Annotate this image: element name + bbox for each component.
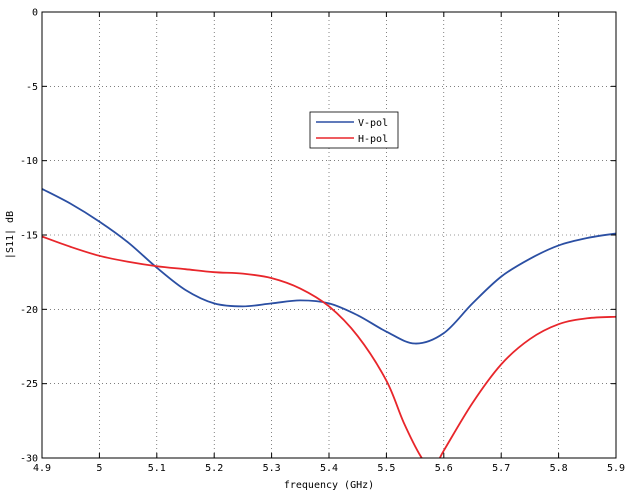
y-tick-label: 0 (32, 8, 38, 19)
y-tick-label: -10 (20, 156, 38, 167)
y-tick-label: -15 (20, 231, 38, 242)
y-tick-label: -5 (26, 82, 38, 93)
tick-labels: 4.9 5 5.1 5.2 5.3 5.4 5.5 5.6 5.7 5.8 5.9 0 -5 -10 -15… (20, 8, 625, 475)
x-tick-label: 5.3 (263, 463, 281, 474)
x-tick-label: 5.4 (320, 463, 338, 474)
legend-label-v-pol: V-pol (358, 118, 388, 129)
x-tick-label: 5.6 (435, 463, 453, 474)
x-tick-label: 5.2 (205, 463, 223, 474)
x-tick-label: 5.1 (148, 463, 166, 474)
y-axis-label: |S11| dB (5, 211, 16, 259)
series-layer (42, 188, 616, 458)
y-tick-label: -25 (20, 379, 38, 390)
x-tick-label: 5.5 (377, 463, 395, 474)
legend-box (309, 111, 399, 149)
x-tick-label: 5 (96, 463, 102, 474)
x-tick-label: 5.7 (492, 463, 510, 474)
legend: V-pol H-pol (309, 111, 399, 149)
series-line-v-pol (42, 188, 616, 345)
x-tick-label: 5.9 (607, 463, 625, 474)
x-tick-label: 4.9 (33, 463, 51, 474)
y-tick-label: -20 (20, 305, 38, 316)
y-tick-label: -30 (20, 454, 38, 465)
series-line-h-pol (42, 235, 616, 458)
x-tick-label: 5.8 (550, 463, 568, 474)
ticks (41, 11, 617, 459)
x-axis-label: frequency (GHz) (284, 480, 374, 491)
legend-label-h-pol: H-pol (358, 134, 388, 145)
